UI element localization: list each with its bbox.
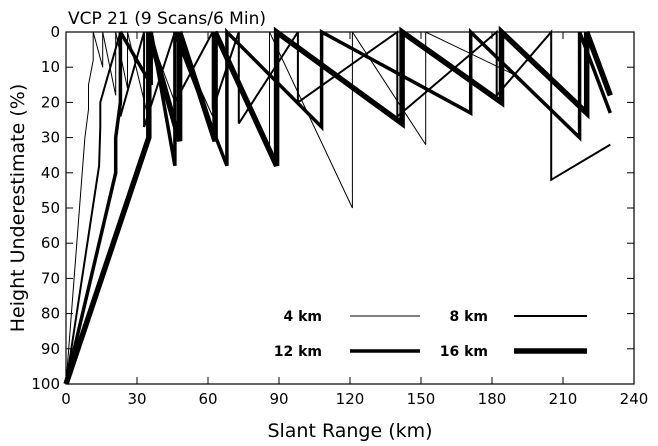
x-tick-label: 0 xyxy=(61,390,71,408)
legend: 4 km 8 km 12 km 16 km xyxy=(274,309,587,360)
x-axis-title: Slant Range (km) xyxy=(267,420,432,442)
legend-label: 4 km xyxy=(283,309,322,325)
y-tick-label: 20 xyxy=(41,93,60,111)
series-line-4-km xyxy=(65,31,514,385)
x-tick-label: 180 xyxy=(478,390,507,408)
y-axis-title: Height Underestimate (%) xyxy=(7,84,29,332)
y-tick-label: 0 xyxy=(50,23,60,41)
chart-title: VCP 21 (9 Scans/6 Min) xyxy=(68,9,266,29)
x-tick-label: 60 xyxy=(198,390,217,408)
y-tick-label: 10 xyxy=(41,58,60,76)
y-tick-label: 100 xyxy=(31,375,60,393)
x-axis: 0 30 60 90 120 150 180 210 240 xyxy=(61,32,648,408)
y-tick-label: 60 xyxy=(41,234,60,252)
legend-label: 8 km xyxy=(449,309,488,325)
y-tick-label: 90 xyxy=(41,340,60,358)
x-tick-label: 210 xyxy=(549,390,578,408)
series-line-16-km xyxy=(63,25,613,385)
x-tick-label: 150 xyxy=(407,390,436,408)
x-tick-label: 90 xyxy=(269,390,288,408)
y-tick-label: 80 xyxy=(41,305,60,323)
y-tick-label: 40 xyxy=(41,164,60,182)
y-axis: 0 10 20 30 40 50 60 70 80 90 100 xyxy=(31,23,634,393)
x-tick-label: 240 xyxy=(620,390,649,408)
legend-label: 12 km xyxy=(274,344,322,360)
x-tick-label: 120 xyxy=(336,390,365,408)
x-tick-label: 30 xyxy=(127,390,146,408)
series-layer xyxy=(63,25,613,385)
legend-label: 16 km xyxy=(440,344,488,360)
y-tick-label: 30 xyxy=(41,129,60,147)
y-tick-label: 70 xyxy=(41,269,60,287)
y-tick-label: 50 xyxy=(41,199,60,217)
